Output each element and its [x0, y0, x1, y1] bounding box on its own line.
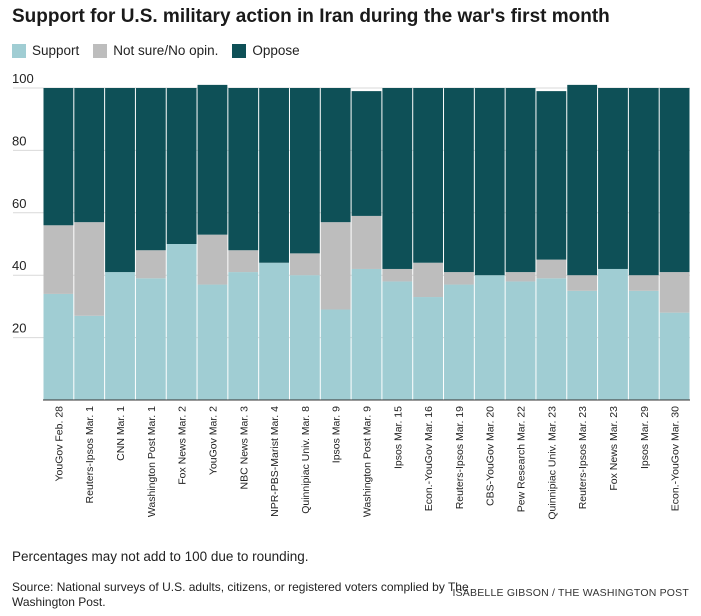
bar-segment-not-sure-no-opin	[505, 272, 536, 282]
x-category-label: Reuters-Ipsos Mar. 19	[454, 406, 466, 509]
bar-segment-support	[567, 290, 598, 400]
bar-segment-not-sure-no-opin	[320, 222, 351, 310]
bar-segment-support	[628, 290, 659, 400]
bar-segment-oppose	[351, 91, 382, 216]
legend-label-oppose: Oppose	[252, 43, 300, 58]
bar-segment-oppose	[444, 88, 474, 273]
x-category-label: YouGov Feb. 28	[53, 406, 65, 482]
legend-label-support: Support	[32, 43, 80, 58]
bar-segment-support	[197, 284, 228, 400]
bar-segment-support	[289, 275, 320, 400]
bar-segment-not-sure-no-opin	[628, 275, 659, 291]
bar-segment-not-sure-no-opin	[382, 268, 413, 282]
x-category-label: Reuters-Ipsos Mar. 23	[577, 406, 589, 509]
footnote: Percentages may not add to 100 due to ro…	[12, 549, 309, 564]
source-note: Source: National surveys of U.S. adults,…	[12, 580, 469, 609]
bar-segment-oppose	[43, 88, 74, 226]
bar-segment-support	[320, 309, 351, 400]
stacked-bar-chart: 20 40 60 80 100 YouGov Feb. 28 Reuters-Ipsos M…	[12, 71, 690, 520]
bar-segment-oppose	[628, 88, 659, 276]
x-category-label: Washington Post Mar. 1	[146, 406, 158, 517]
bar-segment-oppose	[166, 88, 197, 244]
y-tick-label: 40	[12, 258, 26, 273]
x-category-label: Fox News Mar. 2	[177, 406, 189, 485]
x-category-label: NBC News Mar. 3	[238, 406, 250, 490]
legend-item-support: Support	[12, 43, 79, 58]
bar-segment-support	[351, 268, 382, 400]
bar-segment-support	[228, 272, 259, 400]
bar-segment-support	[259, 262, 289, 400]
bar-segment-not-sure-no-opin	[197, 234, 228, 285]
bar-segment-oppose	[105, 88, 135, 273]
bar-segment-oppose	[228, 88, 259, 251]
bar-segment-oppose	[659, 88, 690, 273]
x-category-label: Econ.-YouGov Mar. 16	[423, 406, 435, 511]
bar-segment-not-sure-no-opin	[444, 272, 474, 285]
legend-swatch-oppose	[232, 43, 247, 58]
y-tick-label: 60	[12, 196, 26, 211]
x-category-label: NPR-PBS-Marist Mar. 4	[269, 406, 281, 517]
x-category-label: Ipsos Mar. 29	[639, 406, 651, 469]
bar-segment-not-sure-no-opin	[74, 222, 105, 316]
bar-segment-oppose	[567, 84, 598, 276]
bar-segment-oppose	[598, 88, 628, 269]
x-category-label: Econ.-YouGov Mar. 30	[670, 406, 682, 511]
bar-segment-not-sure-no-opin	[351, 215, 382, 269]
bar-segment-oppose	[505, 88, 536, 273]
legend: Support Not sure/No opin. Oppose	[12, 43, 314, 58]
bar-segment-support	[598, 268, 628, 400]
bar-segment-not-sure-no-opin	[289, 253, 320, 276]
legend-item-not-sure: Not sure/No opin.	[93, 43, 218, 58]
bar-segment-not-sure-no-opin	[536, 259, 567, 279]
legend-label-not-sure: Not sure/No opin.	[113, 43, 219, 58]
bar-segment-oppose	[536, 91, 567, 260]
bar-segment-not-sure-no-opin	[567, 275, 598, 291]
bar-segment-oppose	[320, 88, 351, 223]
x-category-label: Washington Post Mar. 9	[362, 406, 374, 517]
bar-segment-oppose	[289, 88, 320, 254]
bar-segment-oppose	[197, 84, 228, 235]
bar-segment-support	[536, 278, 567, 400]
bar-segment-oppose	[259, 88, 289, 263]
legend-item-oppose: Oppose	[232, 43, 300, 58]
x-category-label: Ipsos Mar. 9	[331, 406, 343, 463]
y-tick-label: 100	[12, 71, 34, 86]
chart-title: Support for U.S. military action in Iran…	[12, 6, 610, 27]
bar-segment-oppose	[474, 88, 505, 276]
bar-segment-support	[135, 278, 166, 400]
x-category-label: CBS-YouGov Mar. 20	[485, 406, 497, 506]
x-category-label: Quinnipiac Univ. Mar. 8	[300, 406, 312, 514]
bar-segment-oppose	[382, 88, 413, 269]
y-tick-label: 80	[12, 133, 26, 148]
bar-segment-support	[74, 315, 105, 400]
bar-segment-support	[659, 312, 690, 400]
x-category-label: YouGov Mar. 2	[207, 406, 219, 475]
bar-segment-oppose	[135, 88, 166, 251]
x-category-label: Fox News Mar. 23	[608, 406, 620, 491]
bar-segment-support	[166, 244, 197, 400]
bar-segment-support	[413, 297, 444, 400]
bar-segment-support	[43, 293, 74, 400]
x-category-label: Ipsos Mar. 15	[392, 406, 404, 469]
x-category-label: Pew Research Mar. 22	[516, 406, 528, 512]
legend-swatch-not-sure	[93, 43, 108, 58]
credit-line: ISABELLE GIBSON / THE WASHINGTON POST	[452, 587, 689, 599]
bar-segment-support	[444, 284, 474, 400]
bar-segment-oppose	[413, 88, 444, 263]
bar-segment-not-sure-no-opin	[659, 272, 690, 313]
x-category-label: Reuters-Ipsos Mar. 1	[84, 406, 96, 504]
bar-segment-support	[105, 272, 135, 400]
x-category-label: CNN Mar. 1	[115, 406, 127, 461]
bar-segment-oppose	[74, 88, 105, 223]
x-category-label: Quinnipiac Univ. Mar. 23	[546, 406, 558, 520]
bar-segment-not-sure-no-opin	[43, 225, 74, 294]
bar-segment-support	[505, 281, 536, 400]
bar-segment-not-sure-no-opin	[135, 250, 166, 279]
legend-swatch-support	[12, 43, 26, 58]
bar-segment-support	[382, 281, 413, 400]
bar-segment-not-sure-no-opin	[228, 250, 259, 273]
bar-segment-support	[474, 275, 505, 400]
bar-segment-not-sure-no-opin	[413, 262, 444, 298]
y-tick-label: 20	[12, 321, 26, 336]
